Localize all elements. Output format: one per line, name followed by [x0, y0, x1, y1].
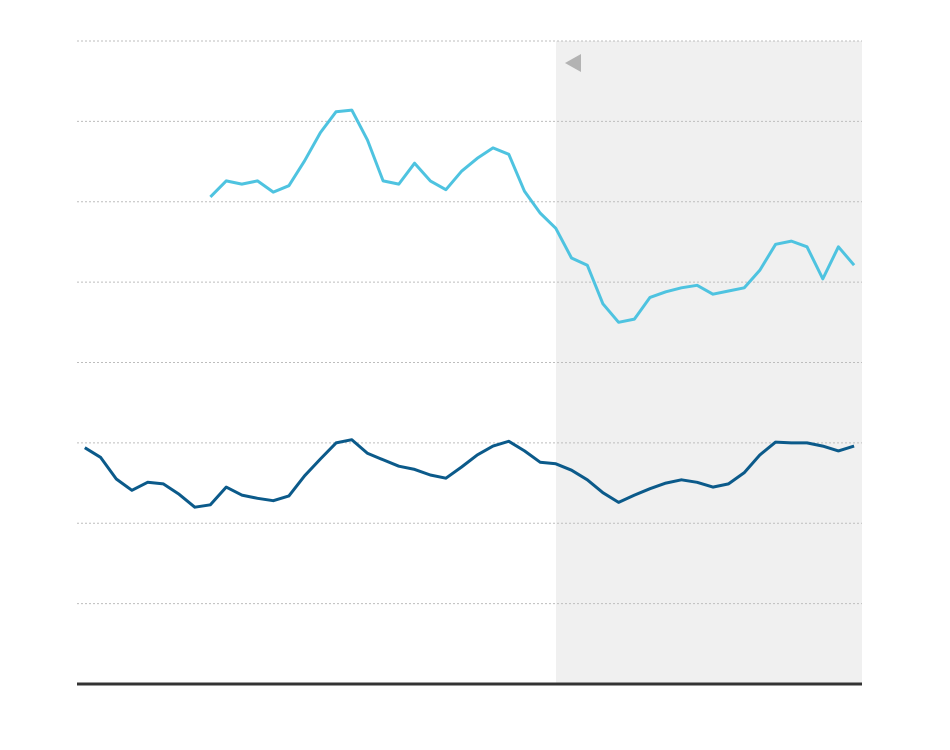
arrow-icon[interactable] [565, 54, 581, 72]
series-line [84, 438, 855, 509]
series-line [209, 108, 856, 324]
